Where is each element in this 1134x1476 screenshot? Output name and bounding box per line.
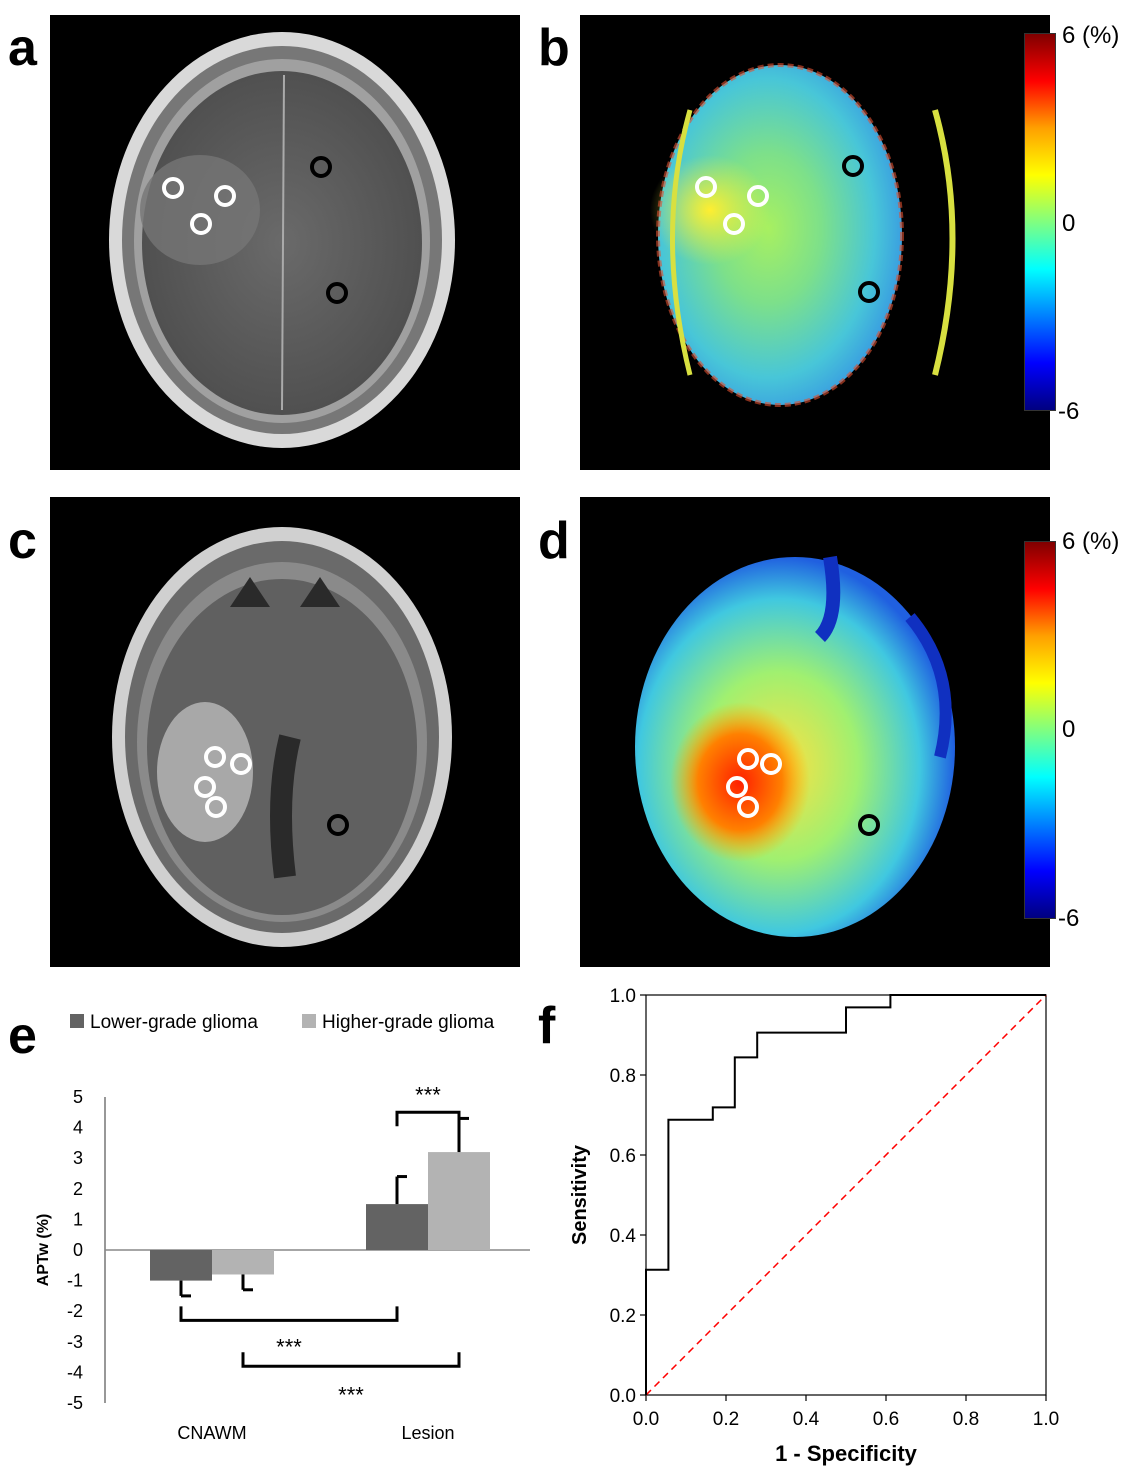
reference-line: [645, 994, 1047, 1396]
colorbar-d-min: -6: [1058, 905, 1080, 932]
y-tick-label: 5: [73, 1087, 83, 1107]
x-tick-label: 1.0: [1033, 1409, 1059, 1430]
significance-label: ***: [276, 1334, 302, 1359]
y-tick-label: 0.0: [610, 1386, 636, 1407]
legend-label: Lower-grade glioma: [90, 1012, 258, 1033]
bar-chart-e: Lower-grade glioma Higher-grade glioma 5 4 3…: [35, 1012, 530, 1443]
bar: [366, 1204, 428, 1250]
colorbar-b-mid: 0: [1062, 210, 1076, 237]
y-tick-label: 2: [73, 1179, 83, 1199]
roi-tumor-circle: [723, 213, 745, 235]
roi-tumor-circle: [190, 213, 212, 235]
x-tick-label: CNAWM: [177, 1423, 246, 1443]
bar: [212, 1250, 274, 1275]
panel-letter-d: d: [538, 512, 570, 570]
roc-chart-f: 0.0 0.2 0.4 0.6 0.8 1.0 0.0 0.2 0.4 0.6 0.8 1.0 1 - …: [569, 986, 1059, 1466]
roi-tumor-circle: [760, 753, 782, 775]
significance-label: ***: [415, 1082, 441, 1107]
roi-normal-circle: [326, 282, 348, 304]
roi-tumor-circle: [194, 776, 216, 798]
panel-letter-c: c: [8, 512, 37, 570]
mri-image-c: [50, 497, 520, 967]
colorbar-d-max: 6 (%): [1062, 528, 1120, 555]
y-tick-label: -2: [67, 1301, 83, 1321]
significance-bracket: [241, 1352, 461, 1368]
legend-swatch: [302, 1014, 316, 1028]
y-tick-label: 0.2: [610, 1306, 636, 1327]
y-axis-label: Sensitivity: [569, 1144, 591, 1245]
panel-letter-a: a: [8, 19, 37, 77]
panel-letter-b: b: [538, 19, 570, 77]
significance-bracket: [179, 1306, 399, 1322]
significance-label: ***: [338, 1382, 364, 1407]
lesion-region: [140, 155, 260, 265]
y-tick-label: 3: [73, 1148, 83, 1168]
roi-tumor-circle: [747, 185, 769, 207]
x-tick-label: 0.0: [633, 1409, 659, 1430]
roi-normal-circle: [858, 814, 880, 836]
y-tick-label: 1: [73, 1209, 83, 1229]
colorbar-d: [1024, 541, 1056, 919]
x-axis-label: 1 - Specificity: [775, 1441, 918, 1466]
panel-letter-f: f: [538, 997, 556, 1055]
legend-swatch: [70, 1014, 84, 1028]
roi-tumor-circle: [205, 796, 227, 818]
y-axis-label: APTw (%): [35, 1214, 52, 1287]
roi-normal-circle: [842, 155, 864, 177]
panel-letter-e: e: [8, 1007, 37, 1065]
roi-tumor-circle: [162, 177, 184, 199]
roi-tumor-circle: [726, 776, 748, 798]
aptw-map-b: [580, 15, 1050, 470]
roi-tumor-circle: [737, 796, 759, 818]
roc-curve: [645, 994, 1046, 1395]
plot-frame: [645, 994, 1047, 1396]
midline: [281, 74, 285, 411]
mri-image-a: [50, 15, 520, 470]
y-tick-label: 0: [73, 1240, 83, 1260]
roi-tumor-circle: [214, 185, 236, 207]
roi-normal-circle: [858, 281, 880, 303]
brain-map: [658, 65, 902, 405]
y-tick-label: 1.0: [610, 986, 636, 1007]
legend-label: Higher-grade glioma: [322, 1012, 495, 1033]
colorbar-b-max: 6 (%): [1062, 22, 1120, 49]
x-tick-label: 0.8: [953, 1409, 979, 1430]
y-tick-label: 0.4: [610, 1226, 637, 1247]
x-tick-label: 0.2: [713, 1409, 739, 1430]
y-tick-label: -3: [67, 1332, 83, 1352]
lesion-region: [157, 702, 253, 842]
x-tick-label: 0.4: [793, 1409, 820, 1430]
roi-normal-circle: [310, 156, 332, 178]
roi-tumor-circle: [204, 746, 226, 768]
roi-normal-circle: [327, 814, 349, 836]
y-tick-label: -1: [67, 1271, 83, 1291]
colorbar-d-mid: 0: [1062, 716, 1076, 743]
x-tick-label: Lesion: [401, 1423, 454, 1443]
x-tick-label: 0.6: [873, 1409, 899, 1430]
y-tick-label: 0.8: [610, 1066, 636, 1087]
roi-tumor-circle: [737, 748, 759, 770]
bar: [150, 1250, 212, 1281]
y-tick-label: 0.6: [610, 1146, 636, 1167]
y-tick-label: -5: [67, 1393, 83, 1413]
y-tick-label: -4: [67, 1362, 83, 1382]
significance-bracket: [395, 1110, 461, 1127]
aptw-map-d: [580, 497, 1050, 967]
y-tick-label: 4: [73, 1118, 83, 1138]
colorbar-b: [1024, 33, 1056, 411]
colorbar-b-min: -6: [1058, 398, 1080, 425]
bar: [428, 1152, 490, 1250]
roi-tumor-circle: [230, 753, 252, 775]
roi-tumor-circle: [695, 176, 717, 198]
